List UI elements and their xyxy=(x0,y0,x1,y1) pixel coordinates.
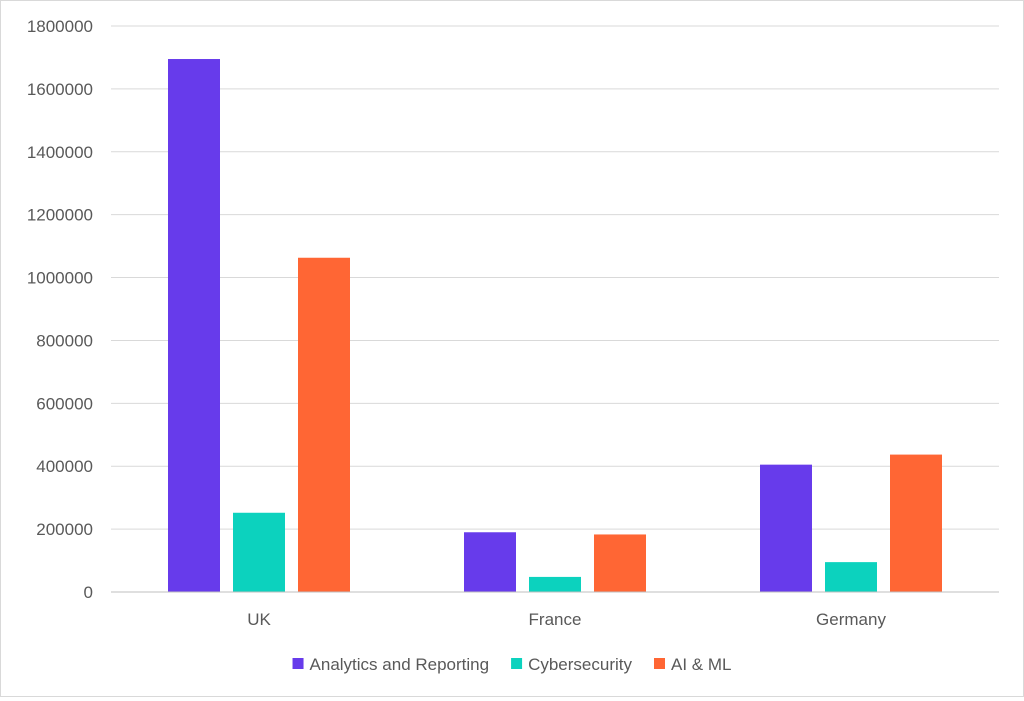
y-tick-label: 400000 xyxy=(36,457,93,476)
x-tick-label: Germany xyxy=(816,610,886,629)
bar-uk-0 xyxy=(168,59,220,593)
y-tick-label: 1000000 xyxy=(27,269,93,288)
bar-france-0 xyxy=(464,532,516,592)
y-tick-label: 0 xyxy=(84,583,93,602)
y-tick-label: 600000 xyxy=(36,394,93,413)
bar-germany-2 xyxy=(890,454,942,592)
bar-uk-1 xyxy=(233,512,285,592)
y-tick-label: 1400000 xyxy=(27,143,93,162)
bar-germany-1 xyxy=(825,562,877,592)
legend: Analytics and Reporting Cybersecurity AI &… xyxy=(292,655,731,674)
y-axis-ticks: 0 200000 400000 600000 800000 1000000 1200000 1… xyxy=(27,17,93,602)
y-tick-label: 1800000 xyxy=(27,17,93,36)
bar-france-1 xyxy=(529,576,581,592)
x-tick-label: France xyxy=(529,610,582,629)
bar-uk-2 xyxy=(298,257,350,592)
bar-germany-0 xyxy=(760,464,812,592)
bars xyxy=(168,59,942,593)
bar-france-2 xyxy=(594,534,646,592)
y-tick-label: 200000 xyxy=(36,520,93,539)
gridlines xyxy=(111,25,999,530)
legend-swatch xyxy=(511,658,523,669)
legend-label: Cybersecurity xyxy=(528,655,632,674)
legend-swatch xyxy=(654,658,665,669)
legend-swatch xyxy=(292,658,304,669)
x-axis: UK France Germany xyxy=(111,591,999,629)
x-tick-label: UK xyxy=(247,610,271,629)
y-tick-label: 1600000 xyxy=(27,80,93,99)
y-tick-label: 800000 xyxy=(36,331,93,350)
y-tick-label: 1200000 xyxy=(27,206,93,225)
legend-label: AI & ML xyxy=(671,655,731,674)
legend-label: Analytics and Reporting xyxy=(310,655,490,674)
